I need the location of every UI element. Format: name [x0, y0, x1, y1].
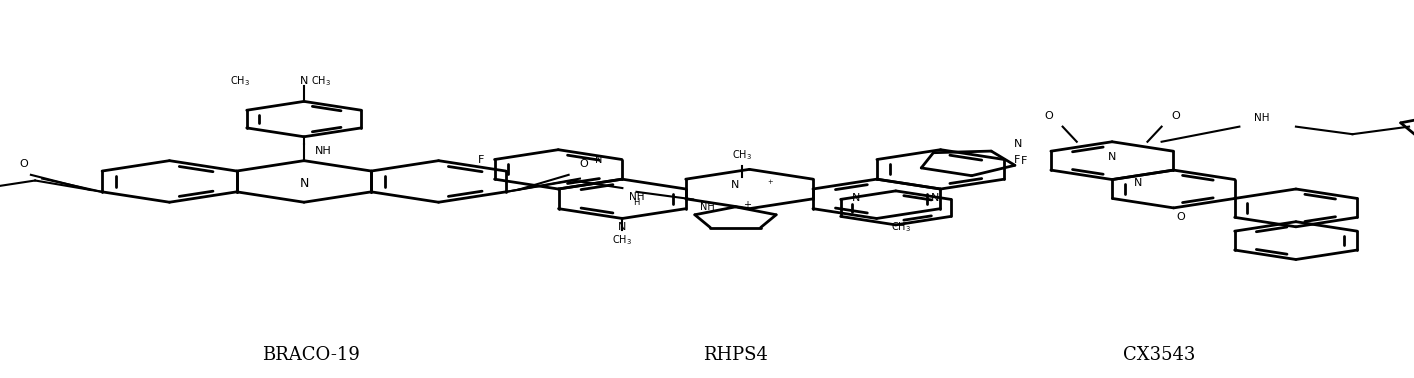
Text: N: N	[1014, 139, 1022, 149]
Text: N: N	[1134, 178, 1143, 188]
Text: CH$_3$: CH$_3$	[732, 148, 752, 162]
Text: F: F	[1014, 155, 1021, 164]
Text: N: N	[1109, 152, 1116, 162]
Text: O: O	[1171, 111, 1181, 121]
Text: O: O	[580, 159, 588, 169]
Text: NH: NH	[315, 146, 332, 156]
Text: N: N	[731, 180, 740, 190]
Text: NH: NH	[629, 192, 645, 202]
Text: O: O	[1044, 111, 1053, 121]
Text: CH$_3$: CH$_3$	[230, 74, 250, 88]
Text: $^+$: $^+$	[766, 179, 775, 189]
Text: N: N	[853, 194, 860, 203]
Text: N: N	[930, 194, 939, 203]
Text: RHPS4: RHPS4	[703, 346, 768, 364]
Text: N: N	[595, 155, 602, 164]
Text: H: H	[633, 198, 639, 206]
Text: F: F	[478, 155, 485, 164]
Text: O: O	[1176, 212, 1185, 222]
Text: N: N	[618, 222, 626, 232]
Text: NH: NH	[700, 202, 714, 212]
Text: O: O	[20, 159, 28, 169]
Text: N: N	[300, 177, 308, 190]
Text: +: +	[742, 200, 751, 210]
Text: F: F	[1021, 156, 1027, 166]
Text: CH$_3$: CH$_3$	[311, 74, 331, 88]
Text: CH$_3$: CH$_3$	[891, 220, 911, 234]
Text: CH$_3$: CH$_3$	[612, 234, 632, 248]
Text: CX3543: CX3543	[1123, 346, 1196, 364]
Text: N: N	[300, 76, 308, 86]
Text: NH: NH	[1254, 113, 1268, 123]
Text: BRACO-19: BRACO-19	[262, 346, 361, 364]
